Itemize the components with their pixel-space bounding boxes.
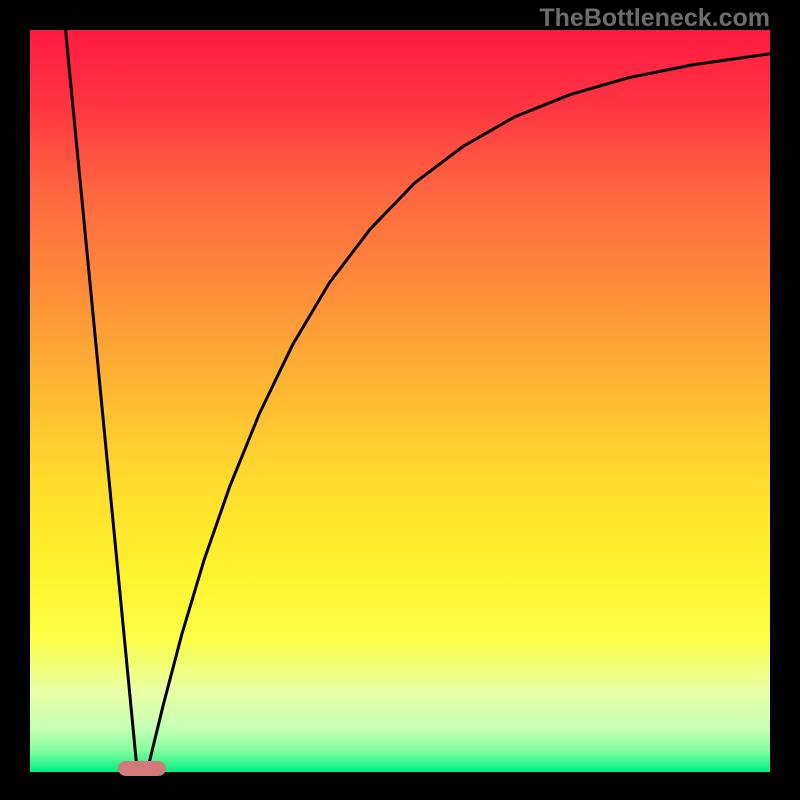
figure-root: TheBottleneck.com (0, 0, 800, 800)
plot-area (30, 30, 770, 772)
watermark-text: TheBottleneck.com (539, 4, 770, 33)
bottleneck-curve (30, 30, 770, 772)
curve-path (66, 30, 770, 772)
optimum-marker-pill (118, 761, 166, 776)
